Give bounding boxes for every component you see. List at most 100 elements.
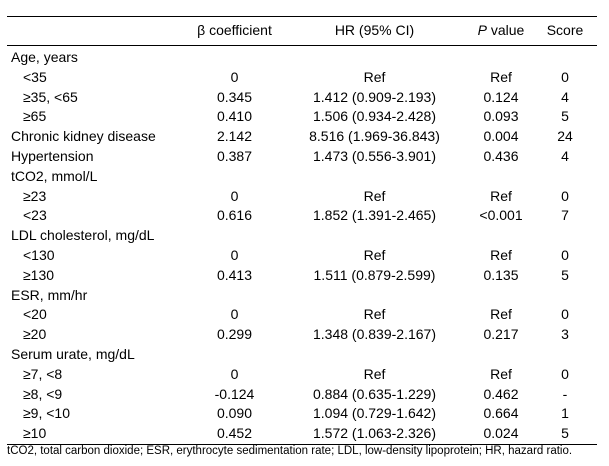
row-score: 4 [561, 88, 569, 105]
header-score: Score [546, 22, 584, 38]
header-p-suffix: value [486, 22, 525, 38]
row-label: <23 [23, 207, 47, 224]
row-label: ≥23 [23, 187, 47, 204]
row-label: ≥7, <8 [23, 365, 63, 382]
table-row: ≥130 0.413 1.511 (0.879-2.599) 0.135 5 [7, 265, 597, 285]
table-row: <35 0 Ref Ref 0 [7, 67, 597, 87]
row-beta [187, 285, 282, 305]
row-p-value: <0.001 [479, 207, 523, 224]
row-hr: 0.884 (0.635-1.229) [313, 385, 436, 402]
table-bottom-rule [7, 444, 597, 445]
row-p-value: 0.124 [483, 88, 519, 105]
row-beta: 0.410 [216, 108, 253, 125]
table-row: ≥65 0.410 1.506 (0.934-2.428) 0.093 5 [7, 106, 597, 126]
row-p-value: Ref [490, 247, 512, 263]
row-label: <130 [23, 247, 55, 263]
row-hr: Ref [363, 247, 386, 263]
row-hr: Ref [363, 187, 386, 204]
table-row: <130 0 Ref Ref 0 [7, 245, 597, 265]
row-hr: 1.852 (1.391-2.465) [313, 207, 436, 224]
row-hr: 1.094 (0.729-1.642) [313, 405, 436, 422]
row-p-value: Ref [490, 187, 512, 204]
row-score: 0 [561, 365, 569, 382]
row-score [535, 344, 595, 364]
table-row: ≥35, <65 0.345 1.412 (0.909-2.193) 0.124 4 [7, 87, 597, 107]
row-score [535, 47, 595, 67]
row-beta: 0.413 [216, 266, 253, 283]
table-row: Hypertension 0.387 1.473 (0.556-3.901) 0.43… [7, 146, 597, 166]
row-hr: Ref [363, 306, 386, 323]
row-p-value: Ref [490, 306, 512, 323]
row-hr: 8.516 (1.969-36.843) [309, 128, 440, 145]
row-label: <35 [23, 68, 47, 85]
row-beta: -0.124 [214, 385, 255, 402]
table-row: ≥20 0.299 1.348 (0.839-2.167) 0.217 3 [7, 324, 597, 344]
table-row: LDL cholesterol, mg/dL [7, 225, 597, 245]
table-top-rule [7, 16, 597, 17]
row-score: 5 [561, 108, 569, 125]
table-row: Chronic kidney disease 2.142 8.516 (1.969-… [7, 126, 597, 146]
row-hr: 1.506 (0.934-2.428) [313, 108, 436, 125]
table-row: Age, years [7, 47, 597, 67]
row-beta [187, 47, 282, 67]
row-p-value: 0.004 [483, 128, 519, 145]
row-label: ≥35, <65 [23, 88, 78, 105]
row-score: 0 [561, 68, 569, 85]
row-label: ≥20 [23, 326, 47, 343]
row-hr [282, 47, 467, 67]
row-score: 4 [561, 148, 569, 164]
row-hr: 1.572 (1.063-2.326) [313, 425, 436, 442]
row-p-value: 0.093 [483, 108, 519, 125]
row-hr [282, 225, 467, 245]
row-score: 5 [561, 425, 569, 442]
row-hr [282, 285, 467, 305]
table-row: ≥10 0.452 1.572 (1.063-2.326) 0.024 5 [7, 423, 597, 443]
row-score: 0 [561, 306, 569, 323]
row-hr: 1.412 (0.909-2.193) [313, 88, 436, 105]
row-score: 0 [561, 247, 569, 263]
row-score: 24 [557, 128, 573, 145]
table-row: ≥9, <10 0.090 1.094 (0.729-1.642) 0.664 1 [7, 403, 597, 423]
row-hr: Ref [363, 365, 386, 382]
row-hr: Ref [363, 68, 386, 85]
row-score: 3 [561, 326, 569, 343]
row-beta: 0 [230, 187, 239, 204]
row-beta: 0 [230, 68, 239, 85]
row-p-value: Ref [490, 68, 512, 85]
table-header-rule [7, 45, 597, 46]
row-beta: 0.090 [216, 405, 253, 422]
row-score: 5 [561, 266, 569, 283]
table-header-row: β coefficient HR (95% CI) P value Score [7, 16, 597, 45]
row-label: Serum urate, mg/dL [11, 346, 135, 362]
row-label: ≥9, <10 [23, 405, 70, 422]
row-hr: 1.348 (0.839-2.167) [313, 326, 436, 343]
row-label: ≥130 [23, 266, 55, 283]
row-p-value [467, 166, 535, 186]
row-p-value [467, 344, 535, 364]
row-beta: 0.387 [216, 148, 253, 164]
header-variable [11, 16, 186, 45]
row-beta: 2.142 [216, 128, 253, 145]
row-beta [187, 166, 282, 186]
row-label: ≥10 [23, 425, 47, 442]
table-row: ESR, mm/hr [7, 285, 597, 305]
row-hr: 1.473 (0.556-3.901) [313, 148, 436, 164]
row-p-value: 0.462 [483, 385, 519, 402]
table-footnote: tCO2, total carbon dioxide; ESR, erythro… [7, 445, 573, 457]
row-beta: 0 [230, 306, 239, 323]
row-label: Chronic kidney disease [11, 128, 156, 145]
row-p-value [467, 47, 535, 67]
row-hr [282, 166, 467, 186]
row-beta: 0 [230, 365, 239, 382]
row-label: ESR, mm/hr [11, 286, 88, 303]
row-p-value: 0.024 [483, 425, 519, 442]
table-row: Serum urate, mg/dL [7, 344, 597, 364]
table-row: ≥7, <8 0 Ref Ref 0 [7, 364, 597, 384]
row-p-value: 0.436 [483, 148, 519, 164]
row-beta [187, 344, 282, 364]
row-beta: 0.452 [216, 425, 253, 442]
header-p-value: P value [467, 16, 535, 45]
row-label: ≥65 [23, 108, 47, 125]
row-score [535, 225, 595, 245]
row-beta: 0 [230, 247, 239, 263]
